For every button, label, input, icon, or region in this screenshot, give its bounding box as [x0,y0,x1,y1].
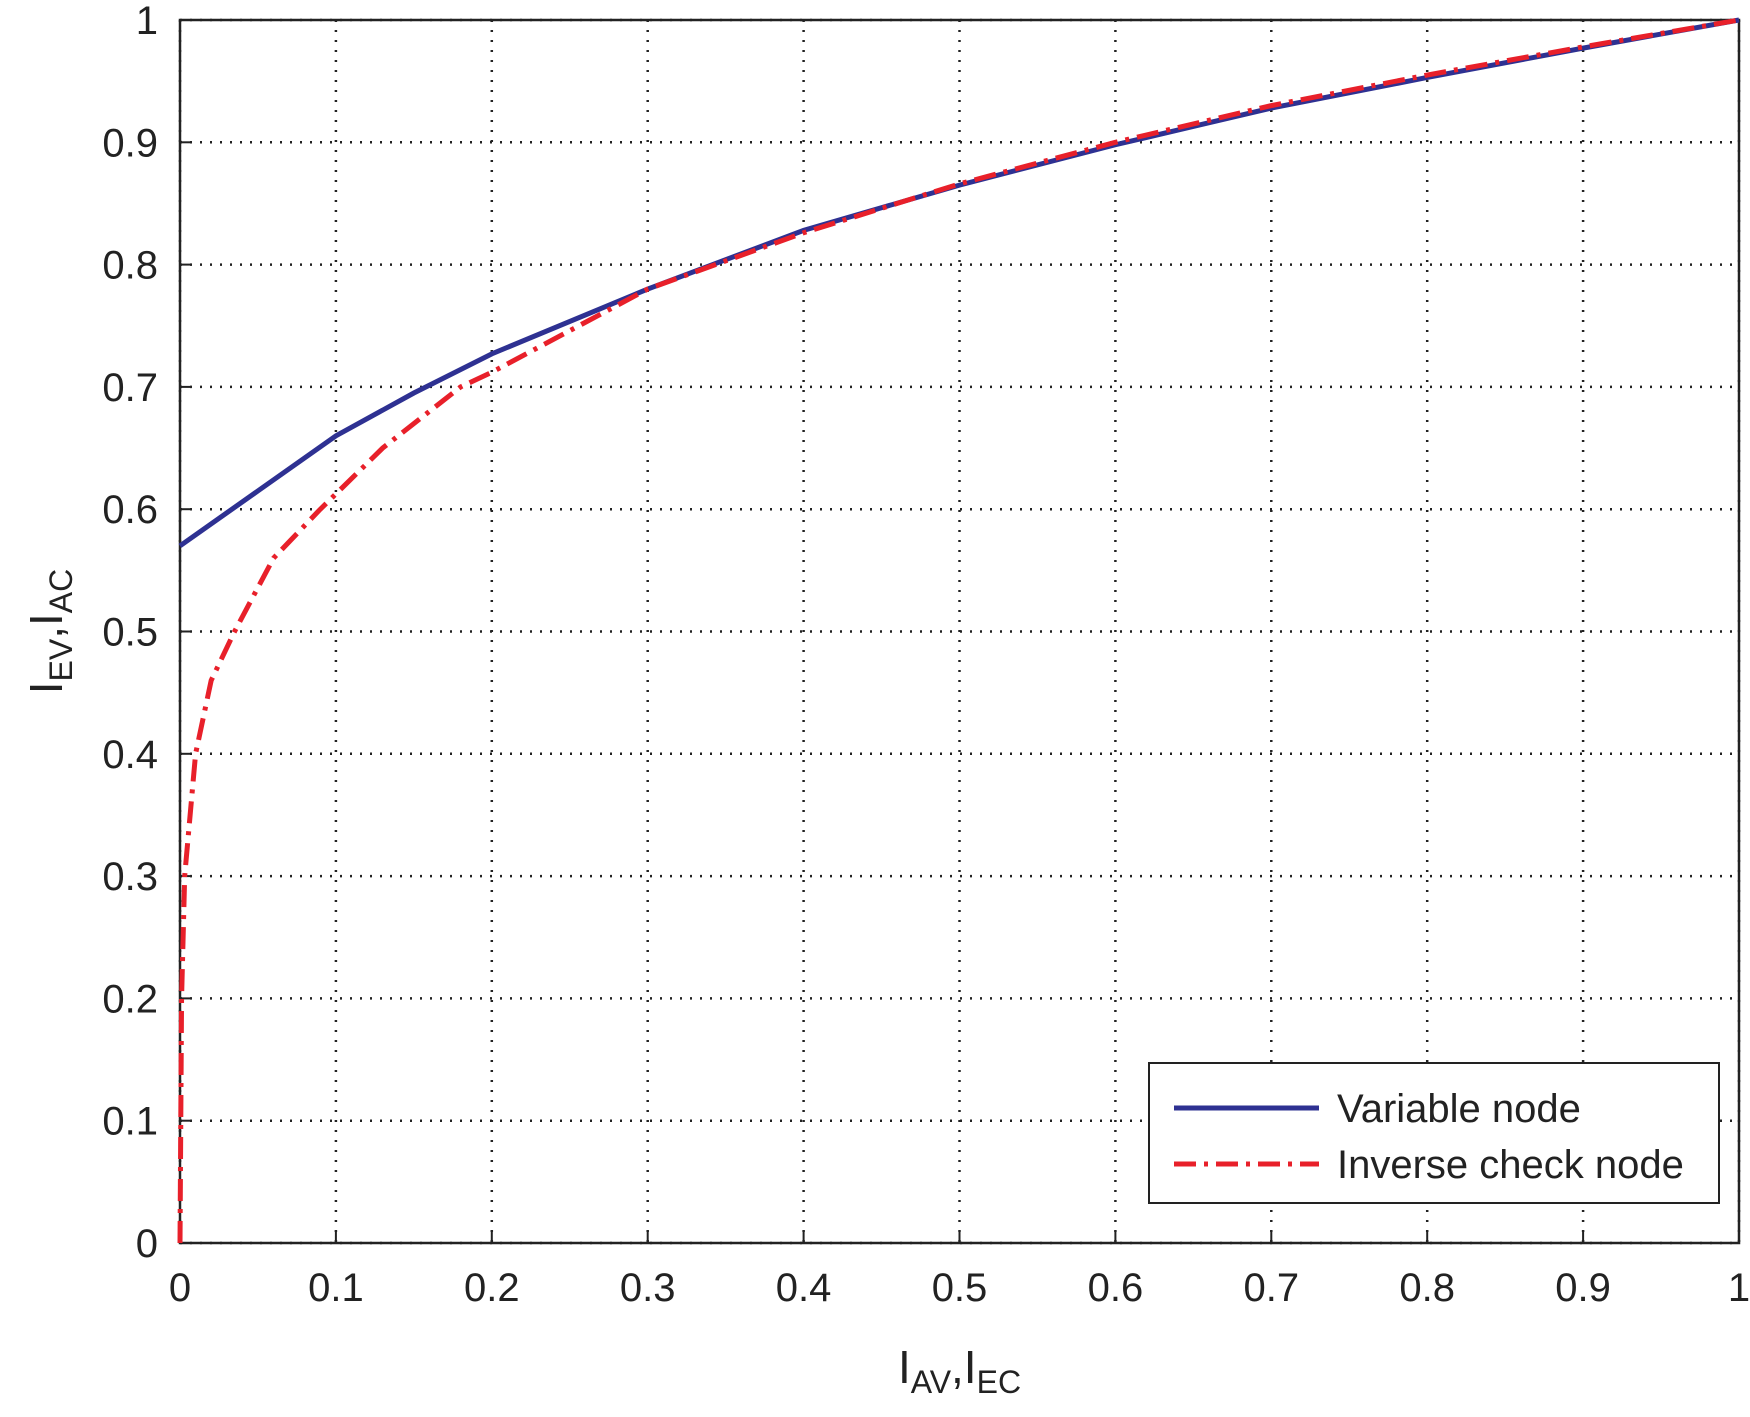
x-axis-label-part: AV [911,1364,952,1400]
y-axis-label-part: ,I [20,613,72,639]
x-tick-label: 0 [169,1266,191,1310]
x-axis-label-part: EC [977,1364,1021,1400]
x-tick-label: 0.7 [1243,1266,1299,1310]
series-line [177,17,1740,1244]
x-tick-label: 0.9 [1555,1266,1611,1310]
y-tick-label: 0.1 [102,1100,158,1144]
y-tick-label: 0.2 [102,977,158,1021]
x-tick-label: 0.4 [776,1266,832,1310]
x-axis-label: IAV,IEC [898,1341,1021,1400]
legend-label: Variable node [1337,1087,1581,1131]
x-tick-label: 0.6 [1088,1266,1144,1310]
y-tick-label: 0.7 [102,366,158,410]
y-axis-label-part: AC [43,569,79,613]
y-tick-label: 0.8 [102,244,158,288]
y-tick-label: 0.9 [102,121,158,165]
y-tick-label: 0.6 [102,488,158,532]
x-axis-label-part: ,I [951,1341,977,1393]
legend-label: Inverse check node [1337,1143,1684,1187]
y-axis-label: IEV,IAC [20,569,79,694]
y-tick-label: 0.4 [102,733,158,777]
y-tick-label: 0.3 [102,855,158,899]
y-tick-label: 0.5 [102,611,158,655]
y-tick-label: 1 [136,0,158,43]
x-tick-label: 1 [1728,1266,1750,1310]
plot-frame [178,18,1741,1245]
x-axis-label-part: I [898,1341,911,1393]
x-tick-label: 0.8 [1399,1266,1455,1310]
x-tick-label: 0.5 [932,1266,988,1310]
legend-box [1148,1062,1720,1204]
y-axis-label-part: EV [43,638,79,681]
x-tick-label: 0.3 [620,1266,676,1310]
y-axis-label-part: I [20,681,72,694]
x-tick-label: 0.1 [308,1266,364,1310]
x-tick-label: 0.2 [464,1266,520,1310]
y-tick-label: 0 [136,1222,158,1266]
